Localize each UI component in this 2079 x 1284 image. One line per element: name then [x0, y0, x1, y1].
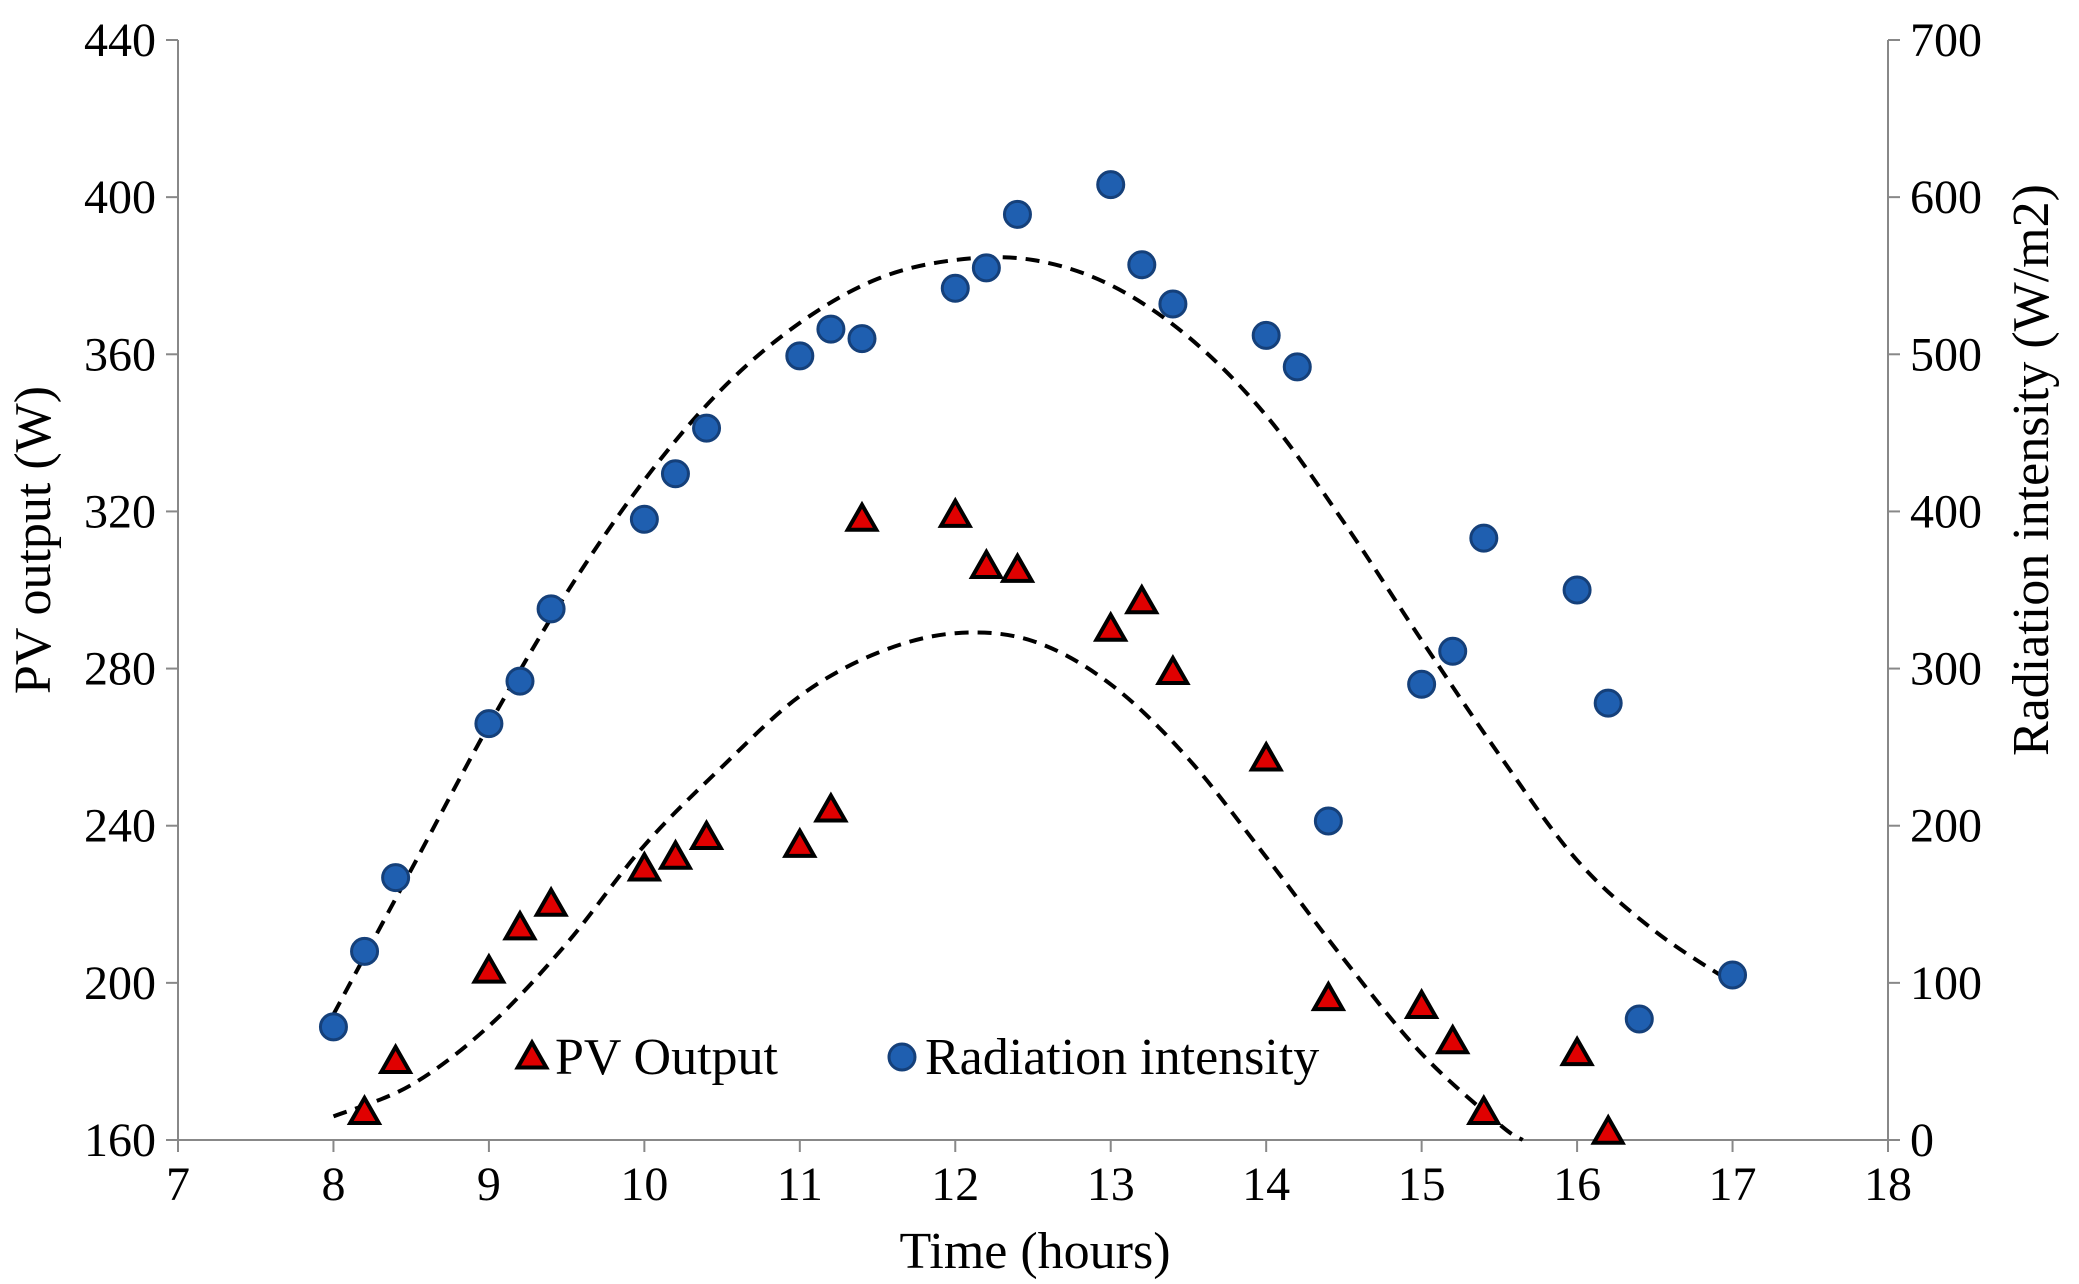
x-tick-label: 10 — [620, 1158, 668, 1211]
data-point-radiation-intensity — [629, 504, 659, 534]
data-point-radiation-intensity — [505, 666, 535, 696]
data-point-radiation-intensity — [1407, 669, 1437, 699]
data-point-radiation-intensity — [1313, 806, 1343, 836]
data-point-pv-output — [999, 551, 1036, 583]
data-point-radiation-intensity — [847, 324, 877, 354]
y2-tick-label: 600 — [1910, 171, 1982, 224]
y-tick-label: 440 — [84, 14, 156, 67]
data-point-pv-output — [1248, 740, 1284, 772]
data-point-radiation-intensity — [1562, 575, 1592, 605]
y-tick-label: 160 — [84, 1114, 156, 1167]
data-point-radiation-intensity — [1438, 636, 1468, 666]
data-point-pv-output — [1466, 1093, 1502, 1125]
data-point-pv-output — [1434, 1023, 1471, 1055]
data-point-radiation-intensity — [318, 1012, 348, 1042]
x-tick-label: 13 — [1087, 1158, 1135, 1211]
data-points — [318, 170, 1748, 1145]
data-point-radiation-intensity — [816, 314, 846, 344]
data-point-pv-output — [1310, 980, 1347, 1012]
data-point-radiation-intensity — [971, 253, 1001, 283]
data-point-pv-output — [533, 885, 569, 917]
data-point-pv-output — [657, 838, 694, 870]
x-tick-label: 9 — [477, 1158, 501, 1211]
y2-tick-label: 400 — [1910, 485, 1982, 538]
data-point-radiation-intensity — [536, 594, 566, 624]
data-point-radiation-intensity — [350, 936, 380, 966]
trendline-pv-output — [332, 630, 1524, 1142]
y2-axis-title: Radiation intensity (W/m2) — [2003, 184, 2060, 756]
data-point-radiation-intensity — [1282, 352, 1312, 382]
data-point-pv-output — [1155, 653, 1191, 685]
y-tick-label: 400 — [84, 171, 156, 224]
x-tick-label: 18 — [1864, 1158, 1912, 1211]
x-tick-label: 14 — [1242, 1158, 1290, 1211]
tick-labels: 7 8 9 10 11 12 13 14 15 16 17 18 160 200 240 280 320 360 4… — [84, 14, 1982, 1211]
axes-layer — [166, 39, 1900, 1152]
trendline-radiation-intensity — [331, 255, 1734, 1016]
data-point-radiation-intensity — [1624, 1004, 1654, 1034]
data-point-pv-output — [1403, 987, 1440, 1019]
data-point-pv-output — [1124, 583, 1160, 615]
y2-tick-label: 700 — [1910, 14, 1982, 67]
data-point-pv-output — [626, 850, 663, 882]
x-tick-label: 17 — [1709, 1158, 1757, 1211]
legend-label-radiation-intensity: Radiation intensity — [925, 1029, 1319, 1086]
y2-tick-label: 100 — [1910, 957, 1982, 1010]
data-point-radiation-intensity — [381, 863, 411, 893]
data-point-pv-output — [844, 500, 880, 532]
data-point-pv-output — [782, 826, 818, 858]
x-tick-label: 8 — [321, 1158, 345, 1211]
y2-tick-label: 300 — [1910, 643, 1982, 696]
data-point-radiation-intensity — [692, 413, 722, 443]
y-axis-title: PV output (W) — [5, 386, 62, 694]
x-tick-label: 11 — [777, 1158, 823, 1211]
x-tick-label: 16 — [1553, 1158, 1601, 1211]
data-point-pv-output — [471, 952, 507, 984]
data-point-pv-output — [968, 547, 1005, 579]
y2-tick-label: 200 — [1910, 800, 1982, 853]
x-tick-label: 15 — [1398, 1158, 1446, 1211]
x-axis-title: Time (hours) — [899, 1223, 1170, 1280]
data-point-radiation-intensity — [1718, 960, 1748, 990]
data-point-radiation-intensity — [1127, 250, 1157, 280]
data-point-radiation-intensity — [1158, 289, 1188, 319]
legend-item-radiation-intensity: Radiation intensity — [887, 1029, 1319, 1086]
legend-label-pv-output: PV Output — [555, 1029, 779, 1086]
data-point-radiation-intensity — [785, 341, 815, 371]
data-point-pv-output — [1092, 610, 1129, 642]
data-point-radiation-intensity — [1251, 320, 1281, 350]
legend: PV Output Radiation intensity — [514, 1029, 1319, 1086]
x-tick-label: 7 — [166, 1158, 190, 1211]
y2-tick-label: 500 — [1910, 328, 1982, 381]
data-point-pv-output — [502, 909, 538, 941]
data-point-radiation-intensity — [940, 273, 970, 303]
y-tick-label: 240 — [84, 800, 156, 853]
legend-marker-circle — [887, 1042, 917, 1072]
data-point-pv-output — [1590, 1113, 1626, 1145]
data-point-radiation-intensity — [474, 709, 504, 739]
data-point-radiation-intensity — [660, 459, 690, 489]
legend-item-pv-output: PV Output — [514, 1029, 779, 1086]
data-point-pv-output — [688, 818, 725, 850]
x-tick-label: 12 — [931, 1158, 979, 1211]
y-tick-label: 200 — [84, 957, 156, 1010]
y-tick-label: 280 — [84, 643, 156, 696]
data-point-pv-output — [1559, 1035, 1595, 1067]
data-point-pv-output — [346, 1093, 383, 1125]
y2-tick-label: 0 — [1910, 1114, 1934, 1167]
data-point-pv-output — [377, 1042, 414, 1074]
y-tick-label: 360 — [84, 328, 156, 381]
y-tick-label: 320 — [84, 485, 156, 538]
trendlines — [331, 255, 1734, 1142]
data-point-radiation-intensity — [1469, 523, 1499, 553]
legend-marker-triangle — [514, 1038, 550, 1070]
data-point-pv-output — [813, 791, 849, 823]
data-point-radiation-intensity — [1096, 170, 1126, 200]
data-point-pv-output — [937, 496, 974, 528]
data-point-radiation-intensity — [1593, 688, 1623, 718]
data-point-radiation-intensity — [1002, 199, 1032, 229]
